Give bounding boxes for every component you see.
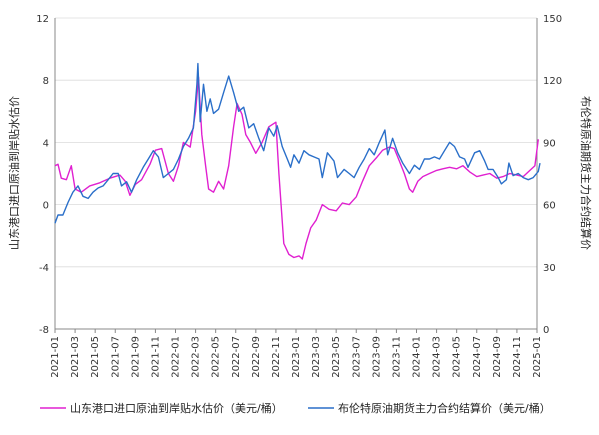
left-y-tick-label: -4: [39, 263, 49, 274]
x-tick-label: 2024-11: [512, 336, 523, 378]
x-tick-label: 2022-09: [251, 336, 262, 378]
legend: 山东港口进口原油到岸贴水估价（美元/桶） 布伦特原油期货主力合约结算价（美元/桶…: [40, 401, 551, 415]
right-y-tick-label: 60: [543, 201, 556, 212]
x-tick-label: 2023-03: [311, 336, 322, 378]
right-y-tick-label: 120: [543, 76, 562, 87]
x-tick-label: 2025-01: [532, 336, 543, 378]
legend-label-series-2: 布伦特原油期货主力合约结算价（美元/桶）: [338, 401, 551, 415]
x-tick-label: 2024-01: [412, 336, 423, 378]
left-y-tick-label: 8: [43, 76, 49, 87]
legend-label-series-1: 山东港口进口原油到岸贴水估价（美元/桶）: [70, 401, 283, 415]
left-y-axis-title: 山东港口进口原油到岸贴水估价: [7, 96, 21, 250]
series-lines: [54, 62, 541, 260]
x-tick-label: 2021-05: [90, 336, 101, 378]
x-tick-label: 2023-11: [391, 336, 402, 378]
x-tick-label: 2021-01: [50, 336, 61, 378]
x-tick-labels: 2021-01 2021-03 2021-05 2021-07 2021-09 2021-…: [50, 329, 543, 378]
left-y-tick-label: 4: [43, 138, 49, 149]
plot-background: [55, 18, 537, 329]
right-y-tick-label: 90: [543, 138, 556, 149]
x-tick-label: 2022-01: [171, 336, 182, 378]
x-tick-label: 2021-03: [70, 336, 81, 378]
x-tick-label: 2024-09: [492, 336, 503, 378]
x-tick-label: 2024-05: [452, 336, 463, 378]
x-tick-label: 2023-05: [331, 336, 342, 378]
left-y-tick-label: 0: [43, 201, 49, 212]
x-tick-label: 2021-07: [110, 336, 121, 378]
x-tick-label: 2022-03: [191, 336, 202, 378]
right-y-tick-label: 150: [543, 14, 562, 25]
right-y-tick-labels: 0 30 60 90 120 150: [543, 14, 562, 336]
x-tick-label: 2021-11: [150, 336, 161, 378]
left-y-tick-label: -8: [39, 325, 49, 336]
x-tick-label: 2022-07: [231, 336, 242, 378]
x-tick-label: 2023-07: [351, 336, 362, 378]
x-tick-label: 2023-09: [371, 336, 382, 378]
right-y-axis-title: 布伦特原油期货主力合约结算价: [579, 96, 593, 250]
right-y-tick-label: 0: [543, 325, 549, 336]
x-tick-label: 2024-07: [472, 336, 483, 378]
x-tick-label: 2021-09: [130, 336, 141, 378]
left-y-tick-label: 12: [36, 14, 49, 25]
series-line-2: [54, 62, 541, 224]
left-y-tick-labels: -8 -4 0 4 8 12: [36, 14, 49, 336]
x-tick-label: 2022-05: [211, 336, 222, 378]
series-line-1: [54, 76, 539, 260]
x-tick-label: 2024-03: [432, 336, 443, 378]
x-tick-label: 2022-11: [271, 336, 282, 378]
right-y-tick-label: 30: [543, 263, 556, 274]
x-tick-label: 2023-01: [291, 336, 302, 378]
